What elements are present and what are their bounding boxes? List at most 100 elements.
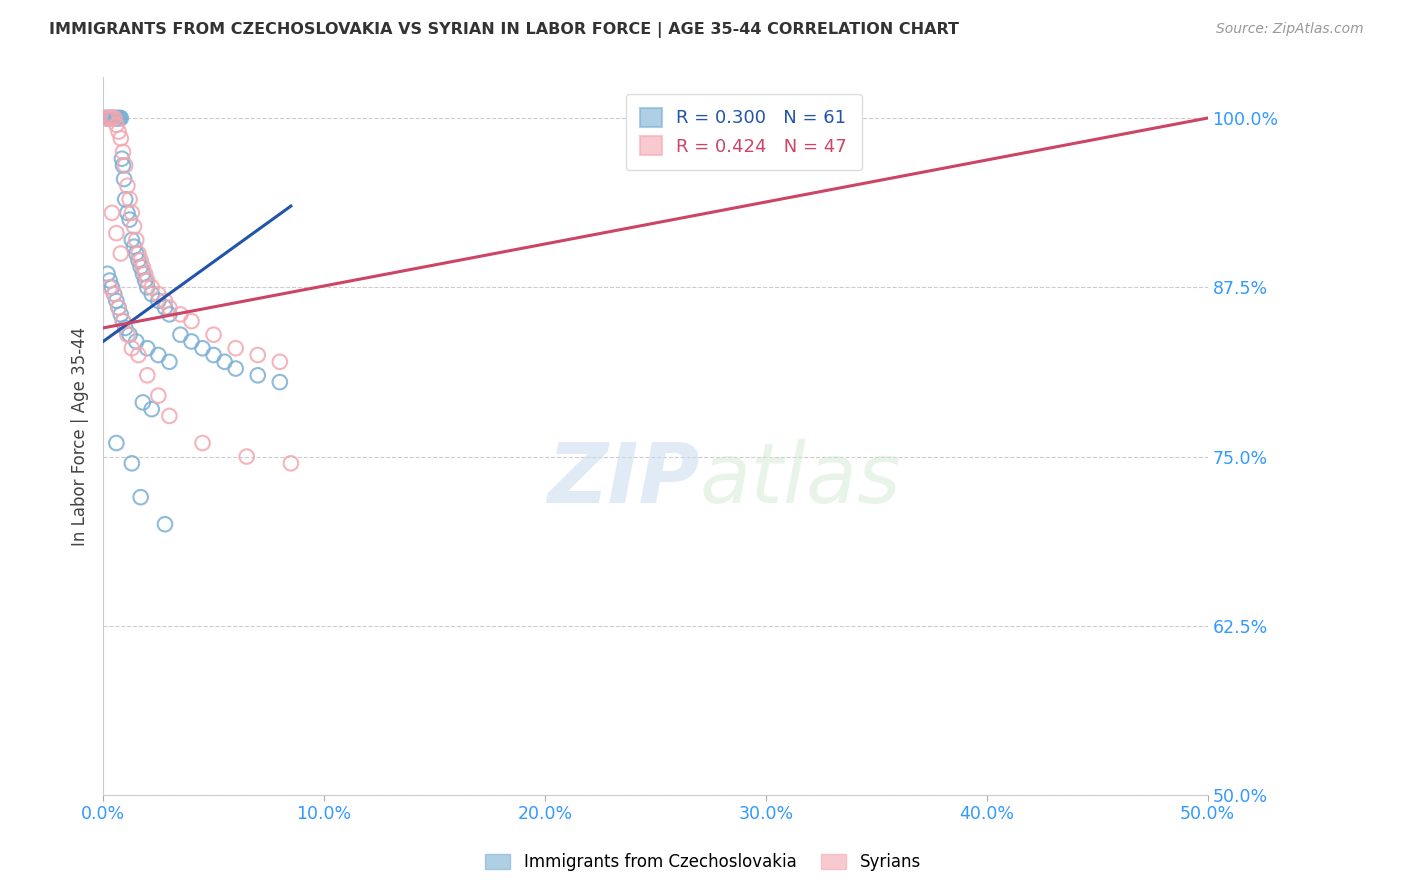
Point (98, 111, 121, 125)
Point (117, 178, 139, 193)
Point (246, 368, 269, 383)
Point (127, 246, 149, 260)
Point (269, 355, 291, 369)
Point (191, 341, 214, 355)
Point (132, 260, 155, 274)
Point (127, 348, 149, 362)
Point (141, 402, 163, 417)
Point (118, 327, 141, 342)
Point (111, 145, 134, 159)
Point (153, 293, 176, 308)
Text: Source: ZipAtlas.com: Source: ZipAtlas.com (1216, 22, 1364, 37)
Point (122, 219, 145, 234)
Point (153, 517, 176, 532)
Point (169, 327, 191, 342)
Point (103, 111, 125, 125)
Point (110, 307, 132, 321)
Point (117, 327, 139, 342)
Point (105, 436, 128, 450)
Point (134, 274, 156, 288)
Point (94, 111, 117, 125)
Point (110, 111, 132, 125)
Point (110, 246, 132, 260)
Point (98, 111, 121, 125)
Point (141, 287, 163, 301)
Point (94, 111, 117, 125)
Point (96, 267, 118, 281)
Text: ZIP: ZIP (547, 439, 700, 520)
Point (114, 158, 136, 172)
Point (280, 456, 302, 470)
Point (105, 226, 128, 240)
Point (117, 206, 139, 220)
Point (98, 280, 121, 294)
Point (103, 287, 125, 301)
Point (141, 280, 163, 294)
Point (157, 355, 180, 369)
Point (169, 307, 191, 321)
Point (105, 111, 128, 125)
Point (121, 341, 143, 355)
Point (101, 111, 124, 125)
Point (111, 314, 134, 328)
Point (105, 293, 128, 308)
Point (132, 267, 155, 281)
Point (148, 287, 170, 301)
Legend: Immigrants from Czechoslovakia, Syrians: Immigrants from Czechoslovakia, Syrians (477, 845, 929, 880)
Point (100, 111, 122, 125)
Point (97, 111, 120, 125)
Point (235, 450, 257, 464)
Point (111, 314, 134, 328)
Point (118, 192, 141, 206)
Point (127, 253, 149, 268)
Point (96, 111, 118, 125)
Point (180, 334, 202, 349)
Point (153, 301, 176, 315)
Point (101, 280, 124, 294)
Point (269, 375, 291, 389)
Point (755, 111, 778, 125)
Point (104, 111, 127, 125)
Point (98, 274, 121, 288)
Point (148, 389, 170, 403)
Point (101, 206, 124, 220)
Point (125, 334, 148, 349)
Point (136, 274, 159, 288)
Point (125, 246, 148, 260)
Point (225, 361, 247, 376)
Y-axis label: In Labor Force | Age 35-44: In Labor Force | Age 35-44 (72, 326, 89, 546)
Point (202, 327, 225, 342)
Point (107, 301, 129, 315)
Point (107, 111, 129, 125)
Point (214, 355, 236, 369)
Point (114, 192, 136, 206)
Point (157, 301, 180, 315)
Point (111, 152, 134, 166)
Point (157, 307, 180, 321)
Point (125, 233, 148, 247)
Point (103, 111, 125, 125)
Point (202, 348, 225, 362)
Point (110, 131, 132, 145)
Point (129, 260, 152, 274)
Point (121, 233, 143, 247)
Point (129, 490, 152, 504)
Point (114, 321, 136, 335)
Point (96, 111, 118, 125)
Point (101, 111, 124, 125)
Point (112, 172, 135, 186)
Point (107, 111, 129, 125)
Point (246, 348, 269, 362)
Point (225, 341, 247, 355)
Point (107, 125, 129, 139)
Point (136, 280, 159, 294)
Text: IMMIGRANTS FROM CZECHOSLOVAKIA VS SYRIAN IN LABOR FORCE | AGE 35-44 CORRELATION : IMMIGRANTS FROM CZECHOSLOVAKIA VS SYRIAN… (49, 22, 959, 38)
Point (180, 314, 202, 328)
Point (103, 287, 125, 301)
Text: atlas: atlas (700, 439, 901, 520)
Point (105, 118, 128, 132)
Point (101, 111, 124, 125)
Point (136, 368, 159, 383)
Point (121, 206, 143, 220)
Legend: R = 0.300   N = 61, R = 0.424   N = 47: R = 0.300 N = 61, R = 0.424 N = 47 (626, 94, 862, 170)
